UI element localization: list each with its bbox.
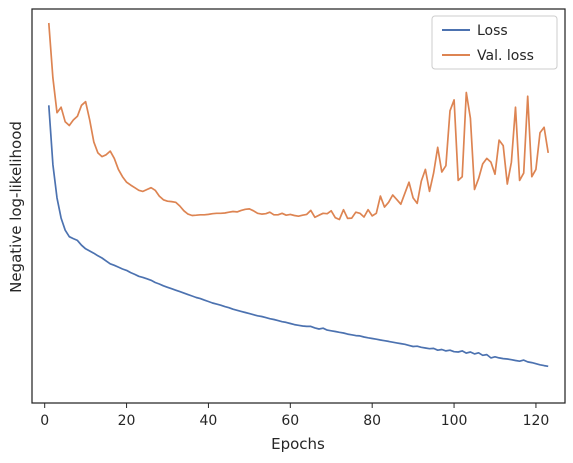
x-tick-label: 80	[363, 413, 381, 429]
x-tick-label: 40	[200, 413, 218, 429]
plot-frame	[31, 8, 566, 404]
x-tick-label: 100	[441, 413, 468, 429]
x-axis-label: Epochs	[271, 435, 325, 453]
x-axis-ticks: 0 20 40 60 80 100 120	[40, 403, 549, 429]
x-tick-label: 20	[118, 413, 136, 429]
x-tick-label: 60	[281, 413, 299, 429]
legend-label-val-loss: Val. loss	[477, 48, 534, 64]
series-line-val-loss	[47, 22, 550, 221]
legend: Loss Val. loss	[431, 15, 558, 70]
x-tick-label: 0	[40, 413, 49, 429]
legend-label-loss: Loss	[477, 23, 508, 39]
x-tick-label: 120	[523, 413, 550, 429]
series-line-loss	[47, 105, 549, 368]
y-axis-label: Negative log-likelihood	[7, 121, 25, 293]
plot-lines	[47, 22, 550, 368]
